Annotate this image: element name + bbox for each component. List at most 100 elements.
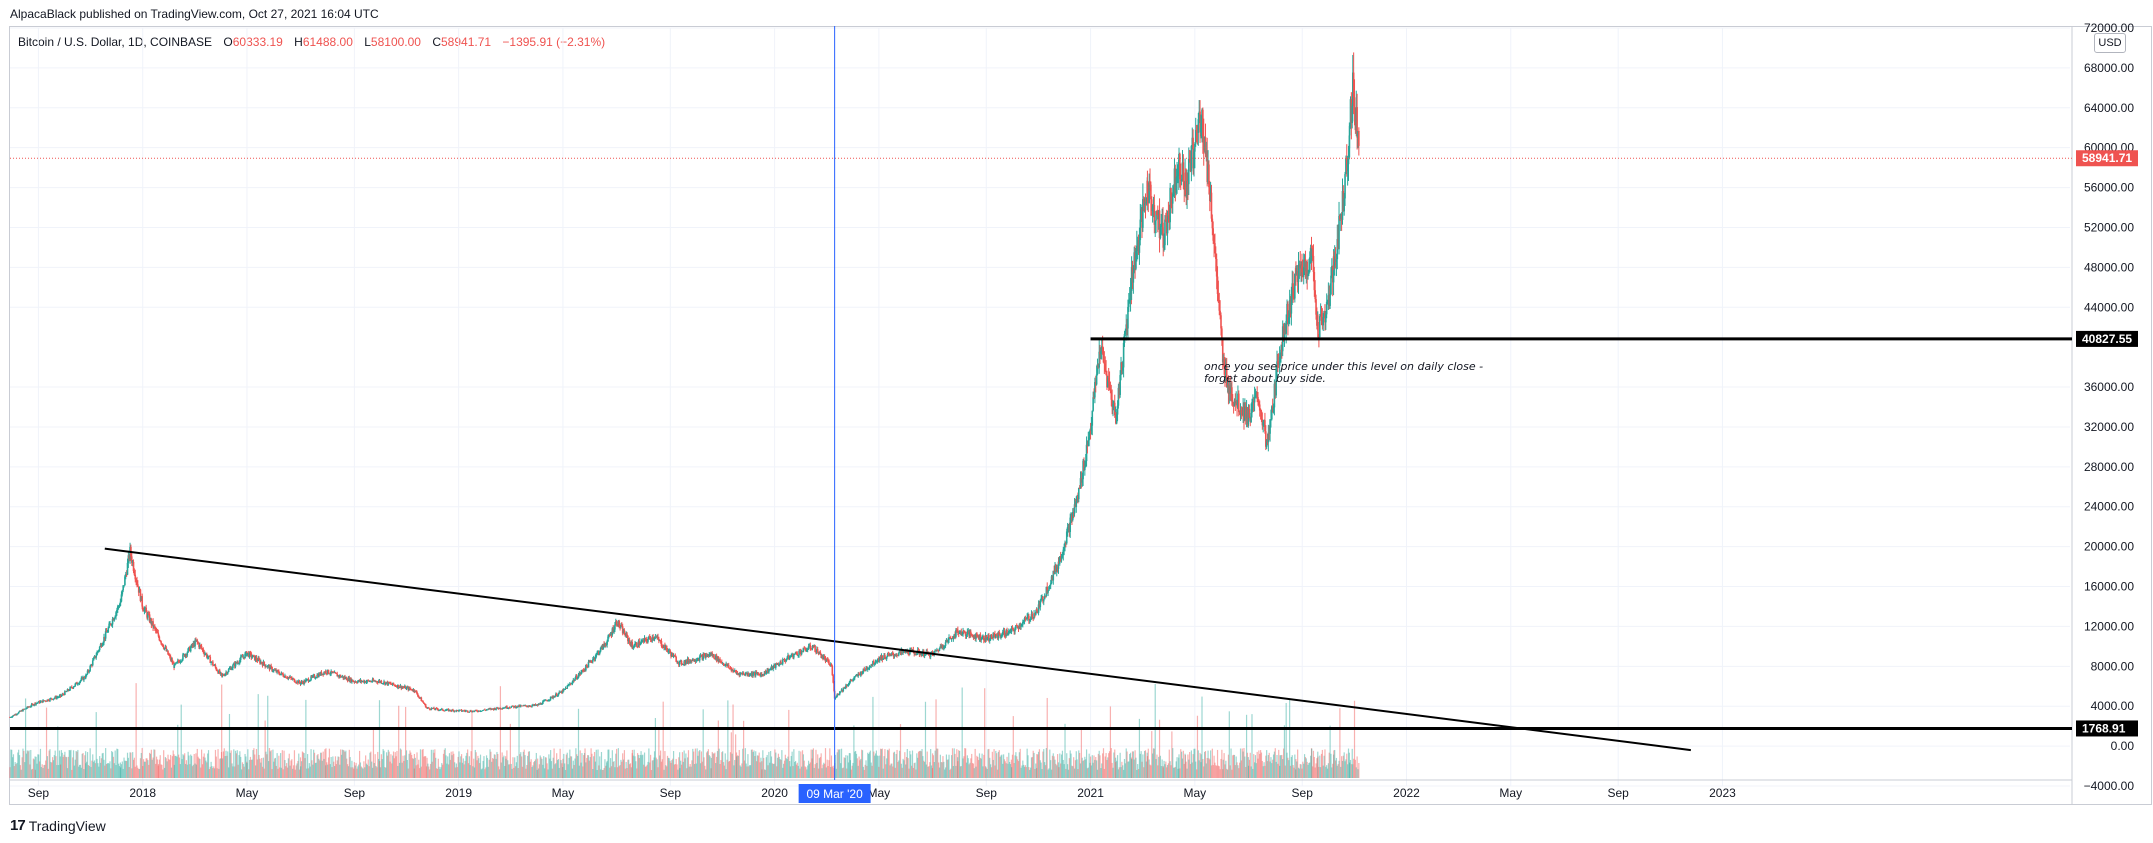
candle-body [1021, 624, 1023, 626]
candle-body [661, 646, 664, 648]
candle-body [697, 659, 699, 661]
candle-body [660, 640, 663, 647]
volume-bar [243, 766, 245, 778]
annotation-text-line-1[interactable]: once you see price under this level on d… [1204, 360, 1483, 373]
x-tick-label: Sep [28, 786, 50, 800]
volume-bar [14, 762, 16, 778]
candle-body [203, 652, 206, 655]
candle-body [1132, 272, 1135, 283]
volume-bar [779, 759, 781, 778]
candle-body [161, 643, 163, 645]
candle-body [1188, 158, 1191, 160]
volume-bar [1132, 751, 1134, 778]
volume-bar [727, 700, 729, 778]
annotation-text-line-2[interactable]: forget about buy side. [1204, 372, 1326, 385]
candle-body [314, 677, 317, 679]
volume-bar [1289, 765, 1292, 778]
candle-body [200, 646, 203, 649]
candle-body [835, 696, 838, 698]
volume-bar [731, 753, 733, 778]
x-tick-label: May [1499, 786, 1522, 800]
open-value: 60333.19 [232, 35, 283, 49]
volume-bar [734, 760, 736, 778]
candle-body [1280, 349, 1282, 357]
candle-body [66, 689, 69, 692]
volume-bar [1302, 761, 1304, 778]
candle-body [363, 681, 366, 683]
candle-body [286, 677, 289, 679]
volume-bar [687, 750, 690, 778]
candle-body [145, 607, 147, 612]
volume-bar [917, 751, 920, 778]
candle-body [487, 708, 490, 710]
volume-bar [691, 760, 693, 778]
descending-trendline[interactable] [104, 547, 1691, 752]
volume-bar [804, 766, 806, 778]
candle-body [52, 698, 55, 700]
candle-body [182, 654, 184, 660]
candle-body [371, 679, 374, 682]
volume-bar [1206, 757, 1208, 778]
volume-bar [1252, 768, 1254, 778]
volume-bar [736, 756, 738, 778]
volume-bar [710, 757, 713, 778]
candle-body [717, 656, 720, 662]
volume-bar [634, 756, 636, 778]
volume-bar [1219, 769, 1221, 778]
candle-body [572, 679, 575, 682]
candle-body [458, 710, 460, 712]
symbol-title[interactable]: Bitcoin / U.S. Dollar, 1D, COINBASE [18, 35, 213, 49]
volume-bar [802, 754, 804, 778]
volume-bar [329, 764, 331, 778]
candle-body [298, 680, 301, 683]
candle-body [657, 636, 659, 639]
candle-body [1338, 215, 1340, 250]
volume-bar [171, 756, 173, 778]
candle-body [672, 654, 675, 657]
volume-bar [687, 757, 689, 778]
currency-button[interactable]: USD [2094, 33, 2126, 53]
candle-body [1082, 460, 1084, 480]
candle-body [989, 634, 992, 640]
candle-body [621, 625, 623, 627]
volume-bar [533, 762, 535, 778]
volume-bar [624, 768, 626, 778]
chart-legend: Bitcoin / U.S. Dollar, 1D, COINBASE O603… [18, 35, 613, 49]
candle-body [1350, 99, 1353, 124]
candle-body [270, 665, 273, 668]
volume-bar [314, 762, 316, 778]
candle-body [582, 670, 584, 671]
candle-body [205, 653, 208, 658]
candle-body [91, 664, 93, 666]
candle-body [561, 691, 563, 694]
volume-bar [1162, 767, 1164, 778]
tradingview-footer[interactable]: 17 TradingView [10, 817, 106, 834]
volume-bar [1097, 753, 1099, 778]
volume-bar [824, 748, 827, 778]
volume-bar [1239, 748, 1242, 778]
candle-body [798, 651, 800, 656]
candle-body [100, 644, 103, 647]
candle-body [604, 644, 606, 646]
volume-bar [722, 762, 725, 778]
candle-body [241, 656, 244, 658]
candle-body [172, 663, 175, 664]
candle-body [224, 673, 226, 676]
volume-bar [208, 769, 210, 778]
candle-body [637, 641, 640, 647]
candle-body [181, 659, 183, 662]
volume-bar [776, 766, 778, 778]
candle-body [1325, 314, 1327, 323]
candle-body [648, 636, 650, 640]
candle-body [1186, 181, 1188, 198]
candle-body [1181, 162, 1184, 181]
candle-body [1089, 429, 1091, 438]
candle-body [237, 662, 239, 664]
volume-bar [60, 750, 63, 778]
volume-bar [1284, 765, 1286, 778]
volume-bar [67, 756, 69, 778]
volume-bar [1111, 762, 1113, 778]
volume-bar [737, 755, 740, 778]
volume-bar [1239, 762, 1241, 778]
